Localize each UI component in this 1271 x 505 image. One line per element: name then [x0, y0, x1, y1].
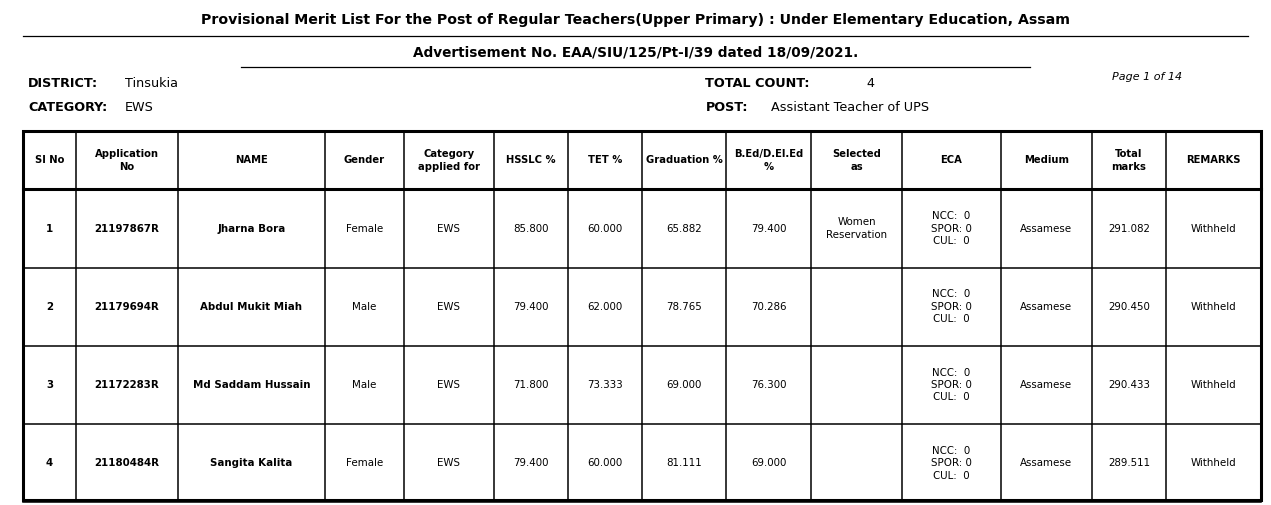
Text: 85.800: 85.800 [513, 224, 549, 233]
Text: EWS: EWS [437, 302, 460, 312]
Text: TOTAL COUNT:: TOTAL COUNT: [705, 77, 810, 90]
Text: CATEGORY:: CATEGORY: [28, 101, 107, 114]
Text: 291.082: 291.082 [1108, 224, 1150, 233]
Text: Page 1 of 14: Page 1 of 14 [1112, 72, 1182, 82]
Text: Male: Male [352, 302, 376, 312]
Text: 290.450: 290.450 [1108, 302, 1150, 312]
Text: REMARKS: REMARKS [1186, 156, 1240, 165]
Text: Withheld: Withheld [1191, 302, 1237, 312]
Text: B.Ed/D.El.Ed
%: B.Ed/D.El.Ed % [733, 149, 803, 172]
Text: Assamese: Assamese [1021, 302, 1073, 312]
Text: Female: Female [346, 224, 383, 233]
Text: Abdul Mukit Miah: Abdul Mukit Miah [201, 302, 302, 312]
Text: NCC:  0
SPOR: 0
CUL:  0: NCC: 0 SPOR: 0 CUL: 0 [930, 368, 972, 402]
Text: Category
applied for: Category applied for [418, 149, 479, 172]
Text: Provisional Merit List For the Post of Regular Teachers(Upper Primary) : Under E: Provisional Merit List For the Post of R… [201, 13, 1070, 27]
Text: ECA: ECA [941, 156, 962, 165]
Text: Women
Reservation: Women Reservation [826, 217, 887, 240]
Text: 21180484R: 21180484R [94, 459, 159, 468]
Text: EWS: EWS [125, 101, 154, 114]
Text: 69.000: 69.000 [666, 380, 702, 390]
Text: Md Saddam Hussain: Md Saddam Hussain [193, 380, 310, 390]
Text: Assistant Teacher of UPS: Assistant Teacher of UPS [771, 101, 929, 114]
Text: NCC:  0
SPOR: 0
CUL:  0: NCC: 0 SPOR: 0 CUL: 0 [930, 446, 972, 481]
Text: Female: Female [346, 459, 383, 468]
Text: Sl No: Sl No [34, 156, 64, 165]
Text: 81.111: 81.111 [666, 459, 702, 468]
Text: 70.286: 70.286 [751, 302, 787, 312]
Text: Withheld: Withheld [1191, 459, 1237, 468]
Text: Advertisement No. EAA/SIU/125/Pt-I/39 dated 18/09/2021.: Advertisement No. EAA/SIU/125/Pt-I/39 da… [413, 45, 858, 60]
Text: 79.400: 79.400 [513, 302, 549, 312]
Text: Medium: Medium [1023, 156, 1069, 165]
Text: 21179694R: 21179694R [94, 302, 159, 312]
Text: Male: Male [352, 380, 376, 390]
Text: Withheld: Withheld [1191, 224, 1237, 233]
Text: 1: 1 [46, 224, 53, 233]
Text: 60.000: 60.000 [587, 459, 623, 468]
Text: Tinsukia: Tinsukia [125, 77, 178, 90]
Text: Gender: Gender [343, 156, 385, 165]
Text: Sangita Kalita: Sangita Kalita [210, 459, 292, 468]
Text: DISTRICT:: DISTRICT: [28, 77, 98, 90]
Text: 73.333: 73.333 [587, 380, 623, 390]
Text: Application
No: Application No [95, 149, 159, 172]
Text: 60.000: 60.000 [587, 224, 623, 233]
Text: Graduation %: Graduation % [646, 156, 722, 165]
Text: 62.000: 62.000 [587, 302, 623, 312]
Text: 21172283R: 21172283R [94, 380, 159, 390]
Text: 289.511: 289.511 [1108, 459, 1150, 468]
Text: 4: 4 [867, 77, 874, 90]
Text: 65.882: 65.882 [666, 224, 702, 233]
Text: NCC:  0
SPOR: 0
CUL:  0: NCC: 0 SPOR: 0 CUL: 0 [930, 211, 972, 246]
Text: 78.765: 78.765 [666, 302, 702, 312]
Text: Selected
as: Selected as [833, 149, 881, 172]
Text: NAME: NAME [235, 156, 268, 165]
Text: 79.400: 79.400 [751, 224, 787, 233]
Text: 290.433: 290.433 [1108, 380, 1150, 390]
Text: Withheld: Withheld [1191, 380, 1237, 390]
Text: 79.400: 79.400 [513, 459, 549, 468]
Text: POST:: POST: [705, 101, 747, 114]
Text: TET %: TET % [587, 156, 622, 165]
Text: Assamese: Assamese [1021, 380, 1073, 390]
Text: Jharna Bora: Jharna Bora [217, 224, 286, 233]
Text: NCC:  0
SPOR: 0
CUL:  0: NCC: 0 SPOR: 0 CUL: 0 [930, 289, 972, 324]
Text: Assamese: Assamese [1021, 224, 1073, 233]
Bar [23, 131, 1261, 500]
Text: HSSLC %: HSSLC % [506, 156, 555, 165]
Text: EWS: EWS [437, 224, 460, 233]
Text: 4: 4 [46, 459, 53, 468]
Text: EWS: EWS [437, 380, 460, 390]
Text: 3: 3 [46, 380, 53, 390]
Text: 69.000: 69.000 [751, 459, 787, 468]
Text: 21197867R: 21197867R [94, 224, 159, 233]
Text: Total
marks: Total marks [1112, 149, 1146, 172]
Text: EWS: EWS [437, 459, 460, 468]
Text: 71.800: 71.800 [513, 380, 549, 390]
Text: 76.300: 76.300 [751, 380, 787, 390]
Text: 2: 2 [46, 302, 53, 312]
Text: Assamese: Assamese [1021, 459, 1073, 468]
